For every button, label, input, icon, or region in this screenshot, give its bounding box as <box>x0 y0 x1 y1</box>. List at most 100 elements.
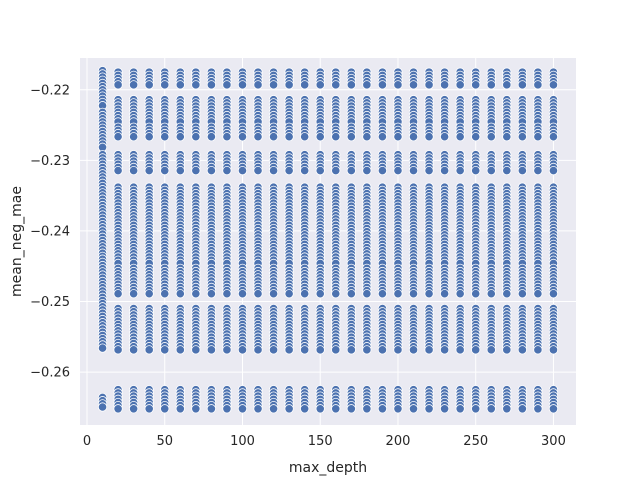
scatter-point <box>455 289 465 299</box>
scatter-point <box>362 404 372 414</box>
scatter-point <box>144 80 154 90</box>
scatter-point <box>160 289 170 299</box>
scatter-point <box>471 289 481 299</box>
scatter-point <box>237 404 248 414</box>
scatter-point <box>268 404 279 414</box>
scatter-point <box>377 80 388 90</box>
scatter-point <box>237 80 248 90</box>
scatter-point <box>331 404 341 414</box>
scatter-point <box>222 289 232 299</box>
scatter-point <box>455 165 465 176</box>
scatter-point <box>502 80 512 90</box>
x-tick-label: 250 <box>463 434 488 449</box>
scatter-point <box>300 165 310 176</box>
x-tick-label: 0 <box>83 434 91 449</box>
scatter-point <box>455 80 465 90</box>
plot-area <box>80 58 576 425</box>
scatter-point <box>222 345 232 355</box>
scatter-point <box>175 80 185 90</box>
scatter-point <box>486 80 496 90</box>
scatter-point <box>284 345 294 355</box>
scatter-point <box>424 404 434 414</box>
scatter-point <box>471 404 481 414</box>
scatter-point <box>129 289 139 299</box>
scatter-point <box>346 289 356 299</box>
scatter-point <box>315 132 325 142</box>
scatter-point <box>222 132 232 142</box>
scatter-point <box>408 132 419 142</box>
y-tick-label: −0.25 <box>30 295 70 310</box>
scatter-point <box>222 404 232 414</box>
scatter-point <box>175 165 185 176</box>
scatter-point <box>144 345 154 355</box>
scatter-point <box>284 289 294 299</box>
scatter-point <box>144 165 154 176</box>
scatter-point <box>346 345 356 355</box>
scatter-point <box>97 402 108 412</box>
scatter-point <box>455 132 465 142</box>
scatter-point <box>300 289 310 299</box>
scatter-point <box>315 165 325 176</box>
x-tick-label: 200 <box>386 434 411 449</box>
scatter-point <box>471 80 481 90</box>
scatter-point <box>486 345 496 355</box>
scatter-point <box>548 132 559 142</box>
scatter-point <box>486 289 496 299</box>
scatter-point <box>129 165 139 176</box>
y-tick-label: −0.24 <box>30 224 70 239</box>
scatter-point <box>393 132 403 142</box>
scatter-point <box>517 165 527 176</box>
scatter-point <box>175 345 185 355</box>
scatter-point <box>440 165 450 176</box>
scatter-point <box>377 289 388 299</box>
scatter-point <box>346 165 356 176</box>
scatter-point <box>548 289 559 299</box>
scatter-point <box>160 404 170 414</box>
scatter-point <box>300 80 310 90</box>
scatter-point <box>548 404 559 414</box>
scatter-point <box>268 132 279 142</box>
scatter-point <box>548 165 559 176</box>
scatter-point <box>486 165 496 176</box>
scatter-point <box>440 80 450 90</box>
scatter-point <box>253 132 263 142</box>
scatter-point <box>268 80 279 90</box>
scatter-point <box>191 404 201 414</box>
scatter-point <box>160 345 170 355</box>
scatter-point <box>253 404 263 414</box>
scatter-point <box>191 345 201 355</box>
scatter-point <box>315 289 325 299</box>
scatter-point <box>284 80 294 90</box>
scatter-point <box>517 289 527 299</box>
scatter-point <box>129 132 139 142</box>
scatter-point <box>191 80 201 90</box>
scatter-point <box>253 289 263 299</box>
scatter-point <box>502 132 512 142</box>
scatter-point <box>533 345 543 355</box>
scatter-point <box>408 80 419 90</box>
scatter-point <box>206 345 216 355</box>
scatter-point <box>129 80 139 90</box>
scatter-point <box>331 165 341 176</box>
scatter-point <box>331 345 341 355</box>
scatter-point <box>440 289 450 299</box>
scatter-point <box>237 165 248 176</box>
scatter-point <box>331 80 341 90</box>
scatter-point <box>268 345 279 355</box>
scatter-point <box>315 80 325 90</box>
scatter-point <box>362 165 372 176</box>
scatter-point <box>502 165 512 176</box>
scatter-point <box>424 80 434 90</box>
scatter-point <box>175 404 185 414</box>
scatter-point <box>362 132 372 142</box>
scatter-point <box>440 404 450 414</box>
scatter-point <box>393 404 403 414</box>
scatter-point <box>113 165 123 176</box>
scatter-point <box>486 132 496 142</box>
scatter-point <box>408 165 419 176</box>
scatter-point <box>517 132 527 142</box>
scatter-point <box>548 80 559 90</box>
x-tick-label: 50 <box>156 434 173 449</box>
scatter-point <box>393 80 403 90</box>
x-tick-labels: 0 50 100 150 200 250 300 <box>83 434 566 449</box>
